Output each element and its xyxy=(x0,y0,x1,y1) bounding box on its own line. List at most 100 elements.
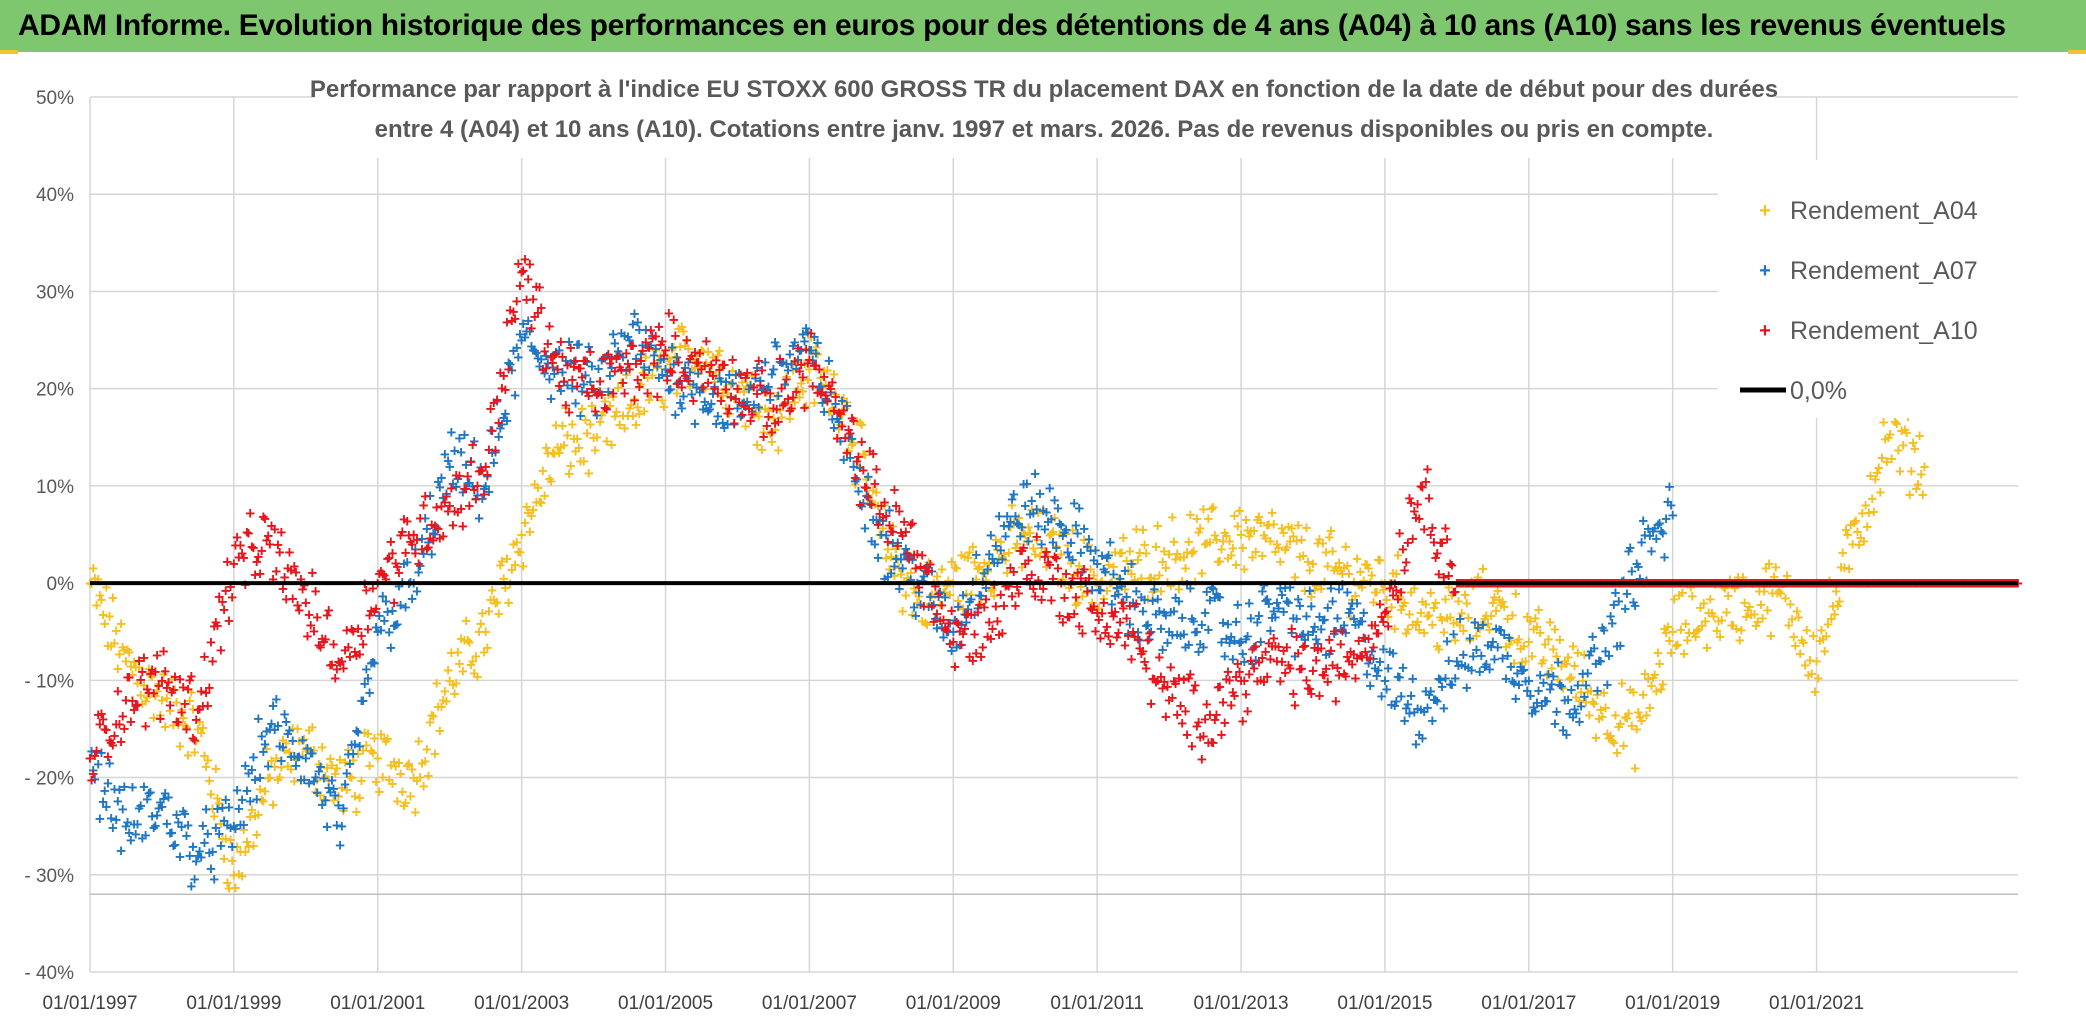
data-point: + xyxy=(1130,570,1140,589)
data-point: + xyxy=(118,638,128,657)
data-point: + xyxy=(474,623,484,642)
data-point: + xyxy=(1141,544,1151,563)
data-point: + xyxy=(1109,557,1119,576)
data-point: + xyxy=(1534,601,1544,620)
data-point: + xyxy=(1125,542,1135,561)
data-point: + xyxy=(1279,524,1289,543)
data-point: + xyxy=(862,470,872,489)
data-point: + xyxy=(276,758,286,777)
data-point: + xyxy=(515,543,525,562)
data-point: + xyxy=(280,741,290,760)
data-point: + xyxy=(912,594,922,613)
data-point: + xyxy=(126,657,136,676)
data-point: + xyxy=(728,361,738,380)
data-point: + xyxy=(1033,503,1043,522)
data-point: + xyxy=(1254,507,1264,526)
data-point: + xyxy=(1390,619,1400,638)
data-point: + xyxy=(500,380,510,399)
data-point: + xyxy=(227,838,237,857)
data-point: + xyxy=(1190,676,1200,695)
data-point: + xyxy=(456,629,466,648)
data-point: + xyxy=(582,424,592,443)
data-point: + xyxy=(1478,559,1488,578)
data-point: + xyxy=(1161,707,1171,726)
data-point: + xyxy=(991,531,1001,550)
data-point: + xyxy=(381,732,391,751)
data-point: + xyxy=(1890,412,1900,431)
data-point: + xyxy=(1046,524,1056,543)
data-point: + xyxy=(950,657,960,676)
data-point: + xyxy=(953,592,963,611)
data-point: + xyxy=(1104,556,1114,575)
data-point: + xyxy=(907,606,917,625)
data-point: + xyxy=(489,591,499,610)
data-point: + xyxy=(564,464,574,483)
data-point: + xyxy=(638,364,648,383)
data-point: + xyxy=(1115,544,1125,563)
data-point: + xyxy=(795,388,805,407)
data-point: + xyxy=(1113,569,1123,588)
data-point: + xyxy=(764,402,774,421)
data-point: + xyxy=(1077,624,1087,643)
data-point: + xyxy=(252,826,262,845)
data-point: + xyxy=(1872,464,1882,483)
x-tick-label: 01/01/2007 xyxy=(762,993,857,1014)
data-point: + xyxy=(1372,583,1382,602)
data-point: + xyxy=(1094,599,1104,618)
data-point: + xyxy=(1316,579,1326,598)
data-point: + xyxy=(468,435,478,454)
data-point: + xyxy=(1699,594,1709,613)
data-point: + xyxy=(675,338,685,357)
data-point: + xyxy=(1231,612,1241,631)
data-point: + xyxy=(898,602,908,621)
data-point: + xyxy=(371,600,381,619)
data-point: + xyxy=(275,768,285,787)
data-point: + xyxy=(495,556,505,575)
data-point: + xyxy=(1692,622,1702,641)
data-point: + xyxy=(1249,521,1259,540)
data-point: + xyxy=(1476,616,1486,635)
data-point: + xyxy=(744,379,754,398)
data-point: + xyxy=(595,412,605,431)
data-point: + xyxy=(1918,486,1928,505)
data-point: + xyxy=(1666,643,1676,662)
data-point: + xyxy=(1370,583,1380,602)
data-point: + xyxy=(1272,535,1282,554)
x-tick-label: 01/01/1999 xyxy=(186,993,281,1014)
data-point: + xyxy=(455,654,465,673)
data-point: + xyxy=(1074,499,1084,518)
data-point: + xyxy=(288,719,298,738)
data-point: + xyxy=(1321,543,1331,562)
data-point: + xyxy=(955,597,965,616)
data-point: + xyxy=(1167,508,1177,527)
data-point: + xyxy=(629,390,639,409)
data-point: + xyxy=(554,443,564,462)
data-point: + xyxy=(1422,460,1432,479)
data-point: + xyxy=(651,341,661,360)
data-point: + xyxy=(1674,586,1684,605)
data-point: + xyxy=(1679,645,1689,664)
data-point: + xyxy=(916,595,926,614)
data-point: + xyxy=(741,417,751,436)
data-point: + xyxy=(1673,636,1683,655)
data-point: + xyxy=(463,631,473,650)
data-point: + xyxy=(1553,653,1563,672)
data-point: + xyxy=(612,402,622,421)
data-point: + xyxy=(1915,427,1925,446)
data-point: + xyxy=(1333,561,1343,580)
data-point: + xyxy=(1140,535,1150,554)
data-point: + xyxy=(1831,582,1841,601)
data-point: + xyxy=(392,615,402,634)
data-point: + xyxy=(1560,652,1570,671)
data-point: + xyxy=(185,692,195,711)
data-point: + xyxy=(365,684,375,703)
data-point: + xyxy=(108,588,118,607)
data-point: + xyxy=(1378,580,1388,599)
data-point: + xyxy=(164,673,174,692)
data-point: + xyxy=(1259,526,1269,545)
data-point: + xyxy=(420,752,430,771)
data-point: + xyxy=(1117,543,1127,562)
data-point: + xyxy=(198,719,208,738)
data-point: + xyxy=(289,772,299,791)
data-point: + xyxy=(513,542,523,561)
